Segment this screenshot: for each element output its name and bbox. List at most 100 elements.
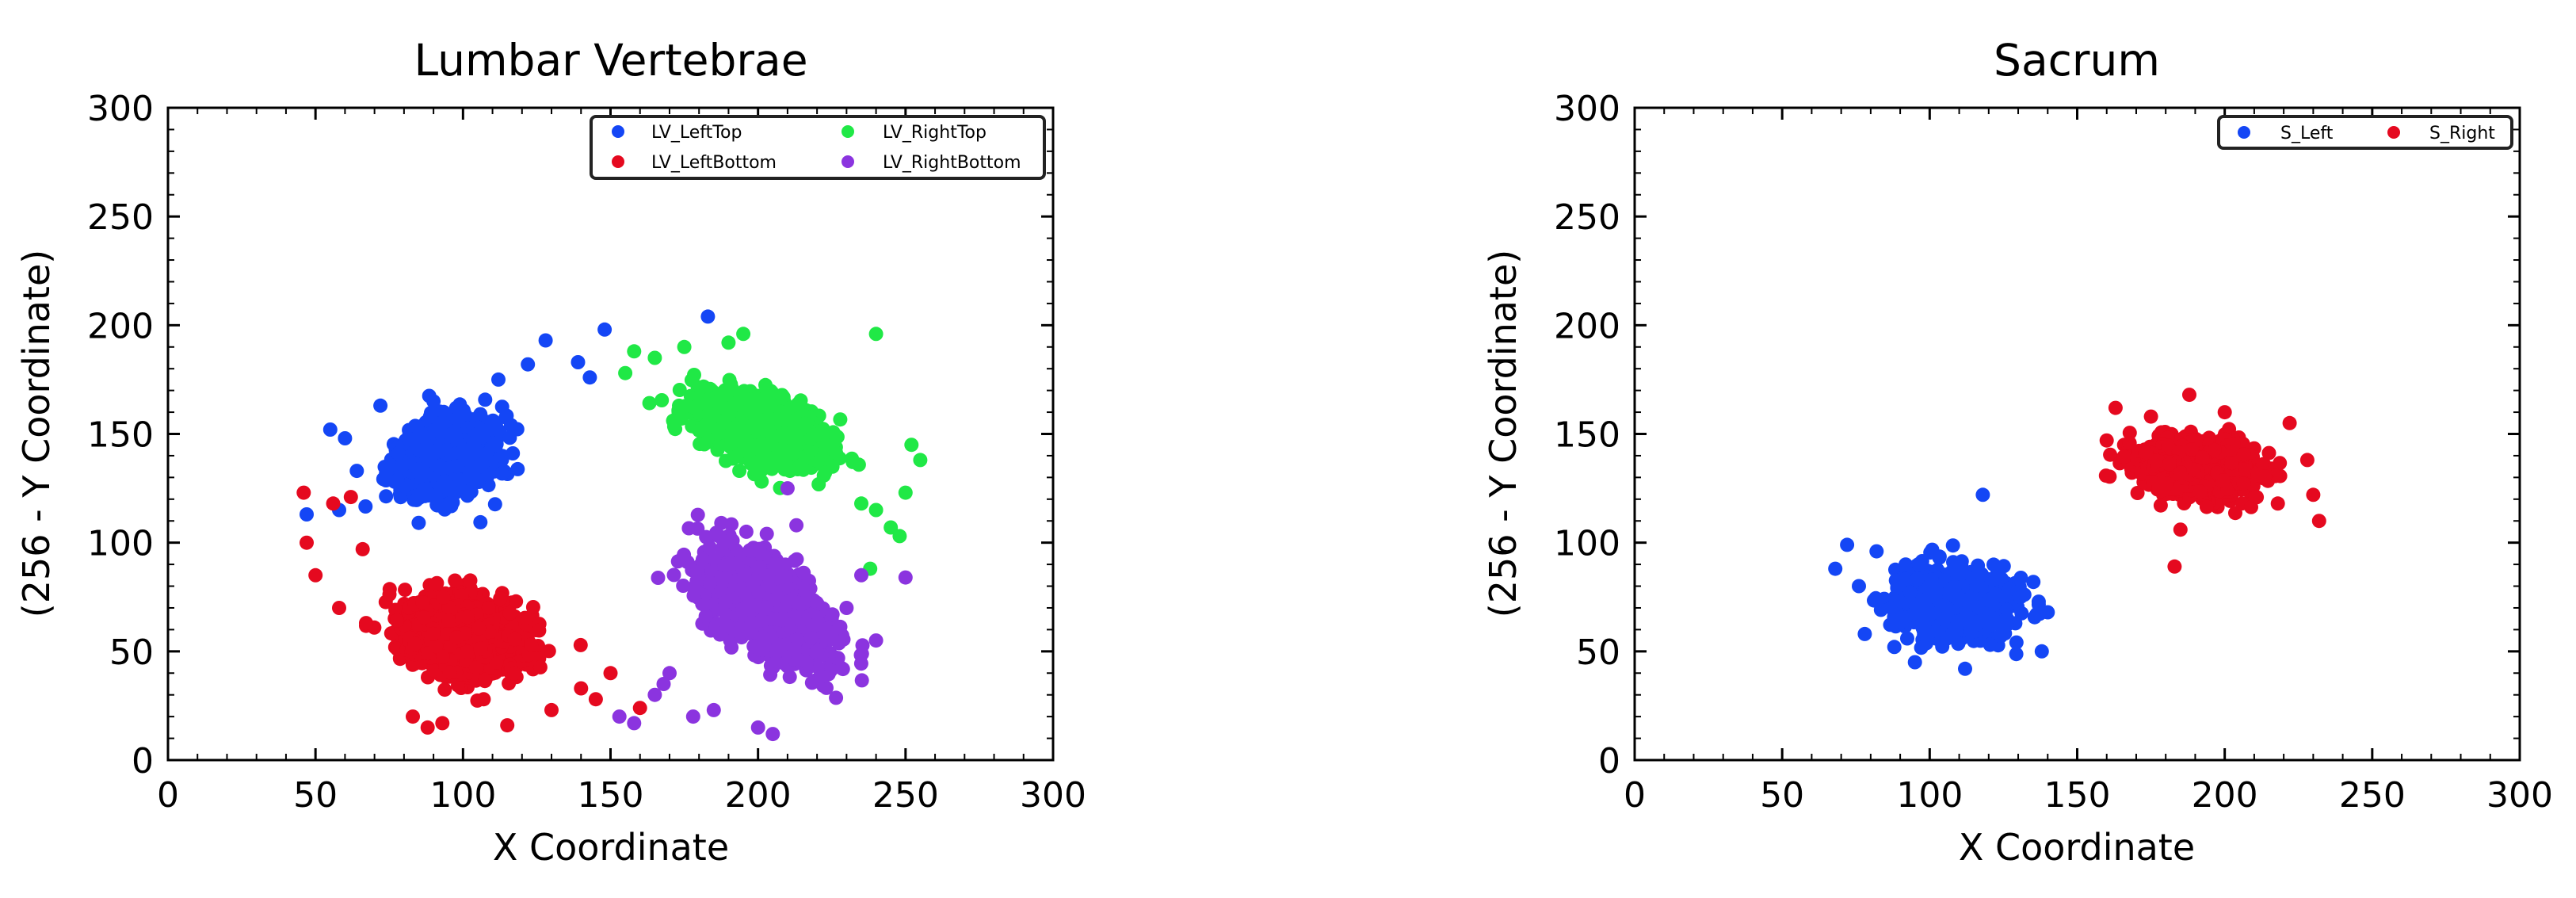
- point: [899, 486, 913, 500]
- point: [855, 647, 869, 661]
- point: [398, 583, 412, 597]
- point: [666, 414, 681, 428]
- point: [533, 660, 548, 674]
- point: [452, 411, 466, 425]
- point: [344, 490, 358, 504]
- x-tick-label: 150: [578, 775, 644, 816]
- x-tick-label: 100: [429, 775, 496, 816]
- point: [408, 637, 422, 652]
- point: [300, 507, 314, 522]
- point: [476, 692, 490, 706]
- point: [429, 577, 443, 591]
- y-tick-label: 100: [87, 524, 154, 564]
- point: [691, 508, 705, 522]
- point: [854, 496, 868, 510]
- point: [426, 394, 441, 408]
- series-lv-righttop: [618, 327, 927, 575]
- point: [488, 497, 502, 511]
- point: [589, 692, 603, 706]
- point: [495, 466, 509, 480]
- point: [429, 639, 443, 653]
- point: [685, 373, 699, 388]
- point: [417, 610, 431, 625]
- point: [521, 357, 535, 372]
- point: [673, 383, 687, 397]
- point: [464, 573, 478, 587]
- point: [479, 447, 494, 461]
- point: [467, 435, 482, 449]
- point: [539, 334, 553, 348]
- point: [332, 601, 346, 615]
- point: [643, 396, 657, 411]
- point: [777, 426, 792, 441]
- point: [349, 464, 364, 478]
- point: [582, 370, 597, 384]
- x-tick-label: 0: [157, 775, 179, 816]
- point: [677, 399, 692, 413]
- point: [869, 503, 883, 518]
- point: [728, 420, 742, 434]
- point: [495, 399, 509, 414]
- point: [797, 416, 811, 430]
- point: [493, 591, 507, 606]
- point: [829, 445, 843, 460]
- point: [491, 373, 506, 387]
- point: [426, 627, 441, 641]
- point: [597, 323, 612, 337]
- point: [460, 610, 475, 625]
- point: [435, 716, 449, 730]
- point: [421, 720, 435, 735]
- y-tick-label: 300: [87, 89, 154, 129]
- point: [460, 644, 475, 659]
- point: [627, 344, 641, 358]
- point: [408, 418, 422, 433]
- point: [544, 703, 559, 717]
- point: [391, 473, 405, 487]
- point: [438, 475, 452, 489]
- point: [869, 327, 883, 341]
- point: [308, 568, 322, 583]
- scatter-points: [296, 309, 927, 741]
- y-tick-label: 250: [87, 197, 154, 238]
- point: [904, 438, 918, 452]
- point: [574, 638, 588, 652]
- point: [502, 430, 517, 445]
- point: [470, 460, 484, 475]
- point: [618, 366, 632, 380]
- point: [473, 515, 487, 529]
- point: [383, 587, 397, 602]
- series-lv-rightbottom: [613, 481, 913, 741]
- point: [411, 462, 426, 476]
- point: [770, 411, 784, 426]
- point: [781, 445, 796, 459]
- point: [654, 393, 669, 407]
- x-tick-label: 300: [1020, 775, 1086, 816]
- point: [892, 529, 906, 543]
- point: [604, 666, 618, 680]
- point: [754, 443, 769, 457]
- point: [450, 460, 464, 474]
- point: [736, 327, 750, 341]
- x-tick-label: 250: [872, 775, 939, 816]
- point: [391, 446, 406, 460]
- point: [436, 590, 450, 605]
- point: [817, 468, 831, 483]
- point: [390, 613, 404, 628]
- point: [444, 499, 458, 514]
- point: [453, 446, 467, 460]
- point: [338, 431, 352, 445]
- point: [411, 516, 426, 530]
- point: [712, 395, 727, 409]
- point: [700, 309, 715, 323]
- point: [300, 536, 314, 550]
- point: [700, 396, 714, 411]
- point: [833, 412, 847, 426]
- point: [507, 632, 521, 647]
- point: [482, 601, 496, 615]
- point: [753, 400, 767, 415]
- point: [732, 464, 746, 478]
- point: [574, 682, 588, 696]
- point: [437, 682, 452, 697]
- point: [427, 444, 441, 458]
